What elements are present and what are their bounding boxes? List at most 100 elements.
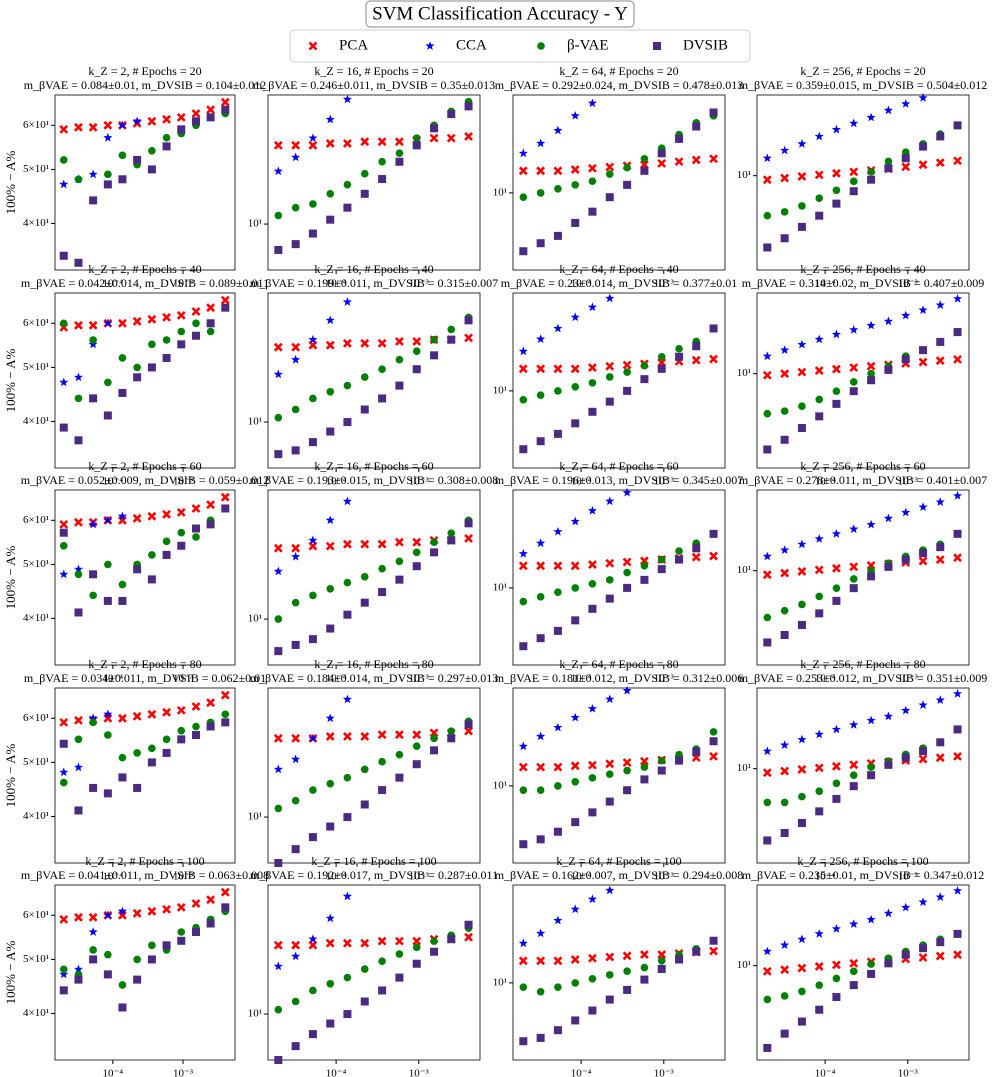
- panel: k_Z = 64, # Epochs = 60m_βVAE = 0.196±0.…: [493, 459, 744, 685]
- point: [797, 367, 807, 377]
- point: [325, 938, 335, 948]
- point: [657, 766, 666, 775]
- panel: k_Z = 16, # Epochs = 80m_βVAE = 0.184±0.…: [248, 657, 499, 883]
- point: [657, 158, 667, 168]
- point: [883, 711, 893, 721]
- panel-title: k_Z = 256, # Epochs = 80: [800, 657, 925, 671]
- panel-title: k_Z = 64, # Epochs = 60: [559, 459, 678, 473]
- point: [343, 938, 352, 948]
- point: [274, 211, 283, 220]
- y-tick-label: 10¹: [493, 976, 507, 988]
- point: [206, 303, 216, 313]
- point: [763, 1043, 772, 1052]
- point: [553, 1026, 562, 1035]
- point: [162, 133, 171, 142]
- point: [518, 166, 528, 176]
- point: [291, 1042, 300, 1051]
- point: [553, 956, 563, 966]
- point: [360, 338, 370, 348]
- point: [74, 175, 83, 184]
- point: [536, 1033, 545, 1042]
- point: [935, 356, 945, 366]
- point: [343, 773, 352, 782]
- point: [763, 836, 772, 845]
- y-tick-label: 4×10¹: [23, 612, 49, 624]
- point: [343, 578, 352, 587]
- point: [59, 528, 68, 537]
- point: [147, 575, 156, 584]
- point: [587, 302, 597, 312]
- point: [395, 575, 404, 584]
- point: [395, 750, 404, 759]
- point: [118, 515, 127, 525]
- point: [88, 320, 98, 330]
- panel: k_Z = 64, # Epochs = 80m_βVAE = 0.181±0.…: [493, 657, 744, 883]
- point: [89, 336, 97, 344]
- point: [360, 800, 369, 809]
- x-tick-label: 10⁻⁴: [326, 673, 347, 685]
- point: [326, 585, 335, 593]
- y-tick-label: 6×10¹: [23, 514, 49, 526]
- point: [832, 168, 841, 178]
- point: [536, 166, 546, 176]
- point: [901, 705, 911, 715]
- point: [554, 782, 562, 790]
- point: [343, 381, 352, 390]
- point: [571, 616, 580, 625]
- x-tick-label: 10⁻³: [173, 278, 194, 290]
- point: [395, 973, 404, 982]
- point: [342, 496, 352, 506]
- point: [640, 775, 649, 784]
- point: [325, 139, 335, 148]
- point: [74, 806, 83, 815]
- panel-subtitle: m_βVAE = 0.052±0.009, m_DVSIB = 0.059±0.…: [21, 473, 270, 487]
- x-tick-label: 10⁻⁴: [571, 673, 592, 685]
- point: [59, 124, 69, 134]
- point: [553, 526, 563, 536]
- y-tick-label: 10¹: [737, 564, 751, 576]
- x-tick-label: 10⁻³: [898, 673, 919, 685]
- point: [866, 320, 876, 330]
- point: [162, 114, 172, 124]
- point: [518, 956, 528, 966]
- point: [464, 316, 473, 325]
- point: [308, 1030, 317, 1039]
- point: [675, 750, 683, 759]
- point: [88, 927, 98, 936]
- point: [177, 528, 186, 537]
- point: [343, 180, 352, 189]
- point: [798, 202, 806, 210]
- point: [884, 760, 893, 769]
- point: [430, 351, 439, 360]
- y-tick-label: 10¹: [493, 186, 507, 198]
- point: [675, 547, 683, 555]
- point: [104, 378, 112, 387]
- point: [394, 337, 404, 346]
- point: [360, 572, 369, 581]
- point: [274, 413, 283, 422]
- point: [588, 560, 597, 569]
- point: [831, 924, 841, 933]
- point: [780, 208, 789, 216]
- panel-subtitle: m_βVAE = 0.041±0.011, m_DVSIB = 0.063±0.…: [21, 868, 269, 882]
- point: [849, 562, 859, 572]
- point: [377, 137, 387, 147]
- point: [104, 560, 112, 569]
- panel-title: k_Z = 16, # Epochs = 80: [314, 657, 433, 671]
- point: [762, 746, 772, 756]
- panel-subtitle: m_βVAE = 0.292±0.024, m_DVSIB = 0.478±0.…: [495, 78, 744, 92]
- point: [430, 746, 439, 755]
- point: [605, 759, 615, 769]
- point: [605, 397, 614, 406]
- point: [901, 507, 911, 517]
- point: [274, 1005, 283, 1014]
- point: [377, 936, 387, 946]
- point: [953, 689, 963, 698]
- point: [605, 770, 614, 778]
- point: [274, 245, 283, 254]
- point: [657, 756, 666, 765]
- point: [148, 941, 156, 950]
- point: [74, 570, 83, 579]
- point: [918, 357, 928, 367]
- point: [412, 936, 422, 946]
